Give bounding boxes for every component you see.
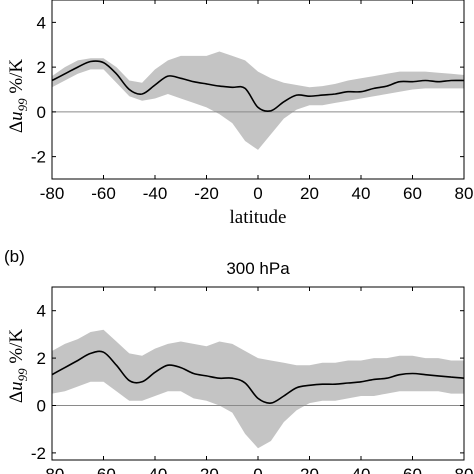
y-tick-label: 0 [37, 396, 46, 415]
x-tick-label: 60 [403, 465, 422, 474]
x-tick-label: 80 [455, 184, 474, 203]
spread-band [52, 329, 464, 449]
y-tick-label: -2 [31, 444, 46, 463]
series-line-0 [51, 60, 465, 112]
x-axis-label: latitude [230, 207, 287, 228]
panel-title: 300 hPa [226, 259, 290, 278]
x-tick-label: 40 [352, 465, 371, 474]
x-tick-label: 20 [300, 184, 319, 203]
x-tick-label: -20 [194, 465, 219, 474]
x-tick-label: 60 [403, 184, 422, 203]
x-tick-label: -60 [91, 184, 116, 203]
y-axis-label: Δu99 %/K [6, 329, 30, 404]
x-tick-label: 0 [253, 465, 262, 474]
x-tick-label: -80 [40, 465, 65, 474]
x-tick-label: -40 [143, 465, 168, 474]
panel-label: (b) [4, 247, 25, 266]
x-tick-label: -20 [194, 184, 219, 203]
x-tick-label: -80 [40, 184, 65, 203]
spread-band [52, 51, 464, 150]
y-tick-label: -2 [31, 148, 46, 167]
x-tick-label: -40 [143, 184, 168, 203]
x-tick-label: 20 [300, 465, 319, 474]
x-tick-label: 0 [253, 184, 262, 203]
y-tick-label: 2 [37, 58, 46, 77]
y-tick-label: 2 [37, 349, 46, 368]
y-tick-label: 4 [37, 302, 46, 321]
x-tick-label: 40 [352, 184, 371, 203]
x-tick-label: 80 [455, 465, 474, 474]
x-tick-label: -60 [91, 465, 116, 474]
series-line-0 [51, 350, 465, 404]
y-tick-label: 0 [37, 103, 46, 122]
y-tick-label: 4 [37, 13, 46, 32]
y-axis-label: Δu99 %/K [6, 59, 30, 134]
